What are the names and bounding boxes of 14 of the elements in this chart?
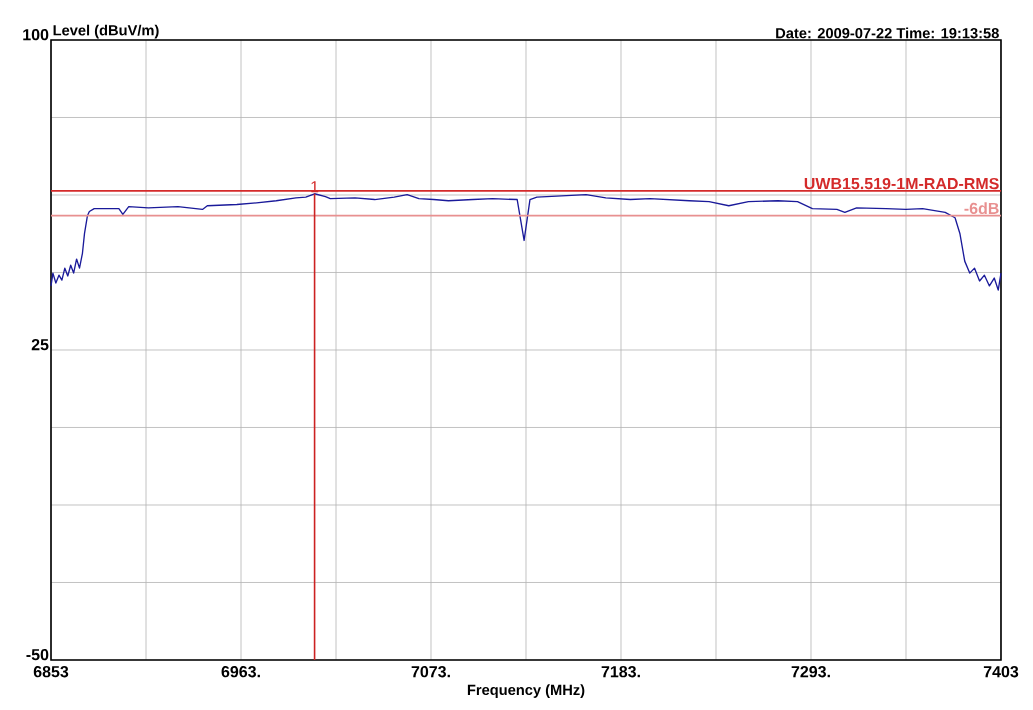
y-axis-title: Level (dBuV/m) bbox=[53, 24, 159, 39]
x-tick-label: 7293. bbox=[791, 666, 830, 678]
y-tick-label: 25 bbox=[31, 339, 49, 351]
x-axis-title: Frequency (MHz) bbox=[467, 684, 585, 698]
ref-line-label: UWB15.519-1M-RAD-RMS bbox=[804, 177, 999, 190]
x-tick-label: 6853 bbox=[33, 666, 69, 678]
y-tick-label: -50 bbox=[26, 648, 49, 661]
text: Date: 2009-07-22 Time: 19:13:58 bbox=[776, 27, 999, 39]
x-tick-label: 7183. bbox=[601, 666, 640, 678]
x-tick-label: 7073. bbox=[411, 666, 450, 678]
y-tick-label: 100 bbox=[23, 29, 49, 41]
x-tick-label: 6963. bbox=[221, 666, 260, 678]
x-tick-label: 7403 bbox=[983, 666, 1019, 678]
ref-line-label: -6dB bbox=[964, 202, 999, 215]
